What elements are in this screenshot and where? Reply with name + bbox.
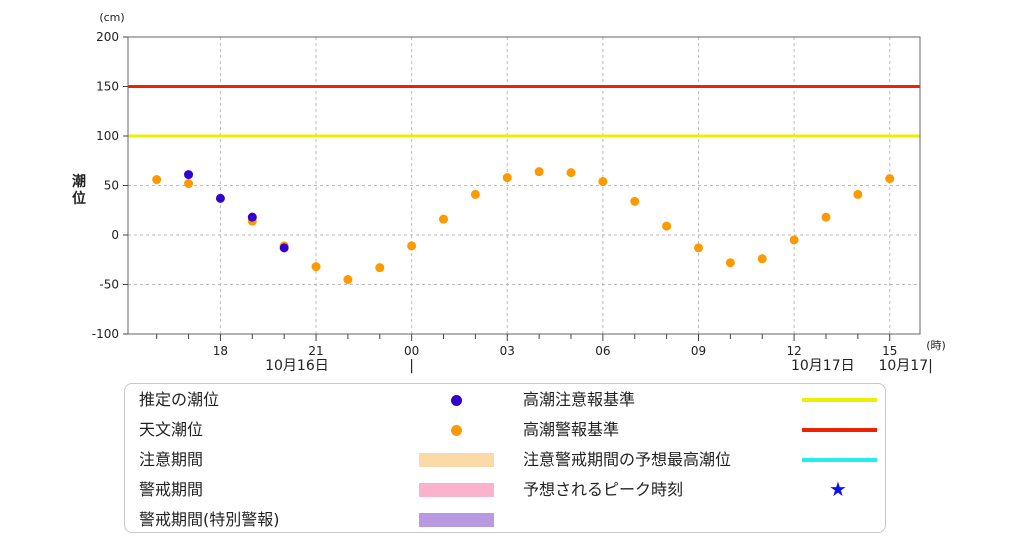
legend-label: 注意警戒期間の予想最高潮位: [523, 450, 732, 469]
date-label: 10月17日: [791, 358, 855, 374]
y-unit-label: (cm): [99, 11, 124, 24]
data-point: [853, 189, 863, 199]
y-axis-label: 潮位: [72, 173, 86, 207]
data-point: [152, 175, 162, 185]
y-tick-label: 100: [96, 129, 119, 143]
legend-label: 警戒期間: [139, 480, 204, 499]
data-points: [152, 167, 895, 285]
data-point: [375, 263, 385, 273]
x-tick-label: 18: [213, 344, 228, 358]
data-point: [821, 212, 831, 222]
data-point: [534, 167, 544, 177]
y-axis-ticks: -100 -50 0 50 100 150 200: [92, 30, 128, 341]
data-point: [279, 243, 289, 253]
legend-label: 推定の潮位: [139, 390, 220, 409]
x-axis-ticks: 18 21 00 03 06 09 12 15: [156, 334, 897, 358]
data-point: [630, 196, 640, 206]
data-point: [598, 177, 608, 187]
legend-bar-swatch: [419, 513, 494, 527]
data-point: [502, 173, 512, 183]
x-tick-label: 09: [691, 344, 706, 358]
data-point: [184, 179, 194, 189]
data-point: [311, 262, 321, 272]
x-tick-label: 03: [500, 344, 515, 358]
y-tick-label: 50: [104, 179, 119, 193]
data-point: [439, 214, 449, 224]
legend-bar-swatch: [419, 453, 494, 467]
legend-line-swatch: [802, 398, 877, 402]
legend-label: 予想されるピーク時刻: [523, 480, 684, 499]
data-point: [215, 193, 225, 203]
legend-line-swatch: [802, 428, 877, 432]
legend-label: 警戒期間(特別警報): [139, 510, 280, 529]
y-tick-label: -100: [92, 327, 119, 341]
data-point: [885, 174, 895, 184]
y-tick-label: 0: [111, 228, 119, 242]
y-tick-label: -50: [99, 278, 119, 292]
x-tick-label: 21: [308, 344, 323, 358]
legend-label: 高潮警報基準: [523, 420, 620, 439]
tide-chart: -100 -50 0 50 100 150 200 18 21 00 03 06 09 12 15 (cm…: [72, 11, 946, 374]
legend-label: 注意期間: [139, 450, 204, 469]
date-label: 10月17|: [878, 358, 932, 374]
data-point: [662, 221, 672, 231]
x-tick-label: 06: [595, 344, 610, 358]
x-unit-label: (時): [926, 339, 946, 352]
x-tick-label: 12: [786, 344, 801, 358]
star-icon: ★: [829, 477, 847, 501]
date-label: 10月16日: [265, 358, 329, 374]
legend-dot-swatch: [451, 395, 462, 406]
x-tick-label: 15: [882, 344, 897, 358]
legend-dot-swatch: [451, 425, 462, 436]
midnight-marker: |: [409, 358, 414, 374]
data-point: [407, 241, 417, 251]
data-point: [757, 254, 767, 264]
data-point: [184, 170, 194, 180]
legend-label: 天文潮位: [139, 420, 204, 439]
data-point: [566, 168, 576, 178]
data-point: [725, 258, 735, 268]
data-point: [247, 212, 257, 222]
data-point: [343, 275, 353, 285]
legend-line-swatch: [802, 458, 877, 462]
data-point: [789, 235, 799, 245]
y-tick-label: 150: [96, 80, 119, 94]
grid-lines: [128, 37, 920, 334]
date-labels: 10月16日 10月17日 10月17|: [265, 358, 933, 374]
legend-label: 高潮注意報基準: [523, 390, 636, 409]
data-point: [470, 189, 480, 199]
legend-bar-swatch: [419, 483, 494, 497]
x-tick-label: 00: [404, 344, 419, 358]
data-point: [693, 243, 703, 253]
legend: 推定の潮位天文潮位注意期間警戒期間警戒期間(特別警報) 高潮注意報基準 高潮警報基準…: [124, 383, 886, 533]
reference-lines: [128, 85, 920, 138]
y-tick-label: 200: [96, 30, 119, 44]
